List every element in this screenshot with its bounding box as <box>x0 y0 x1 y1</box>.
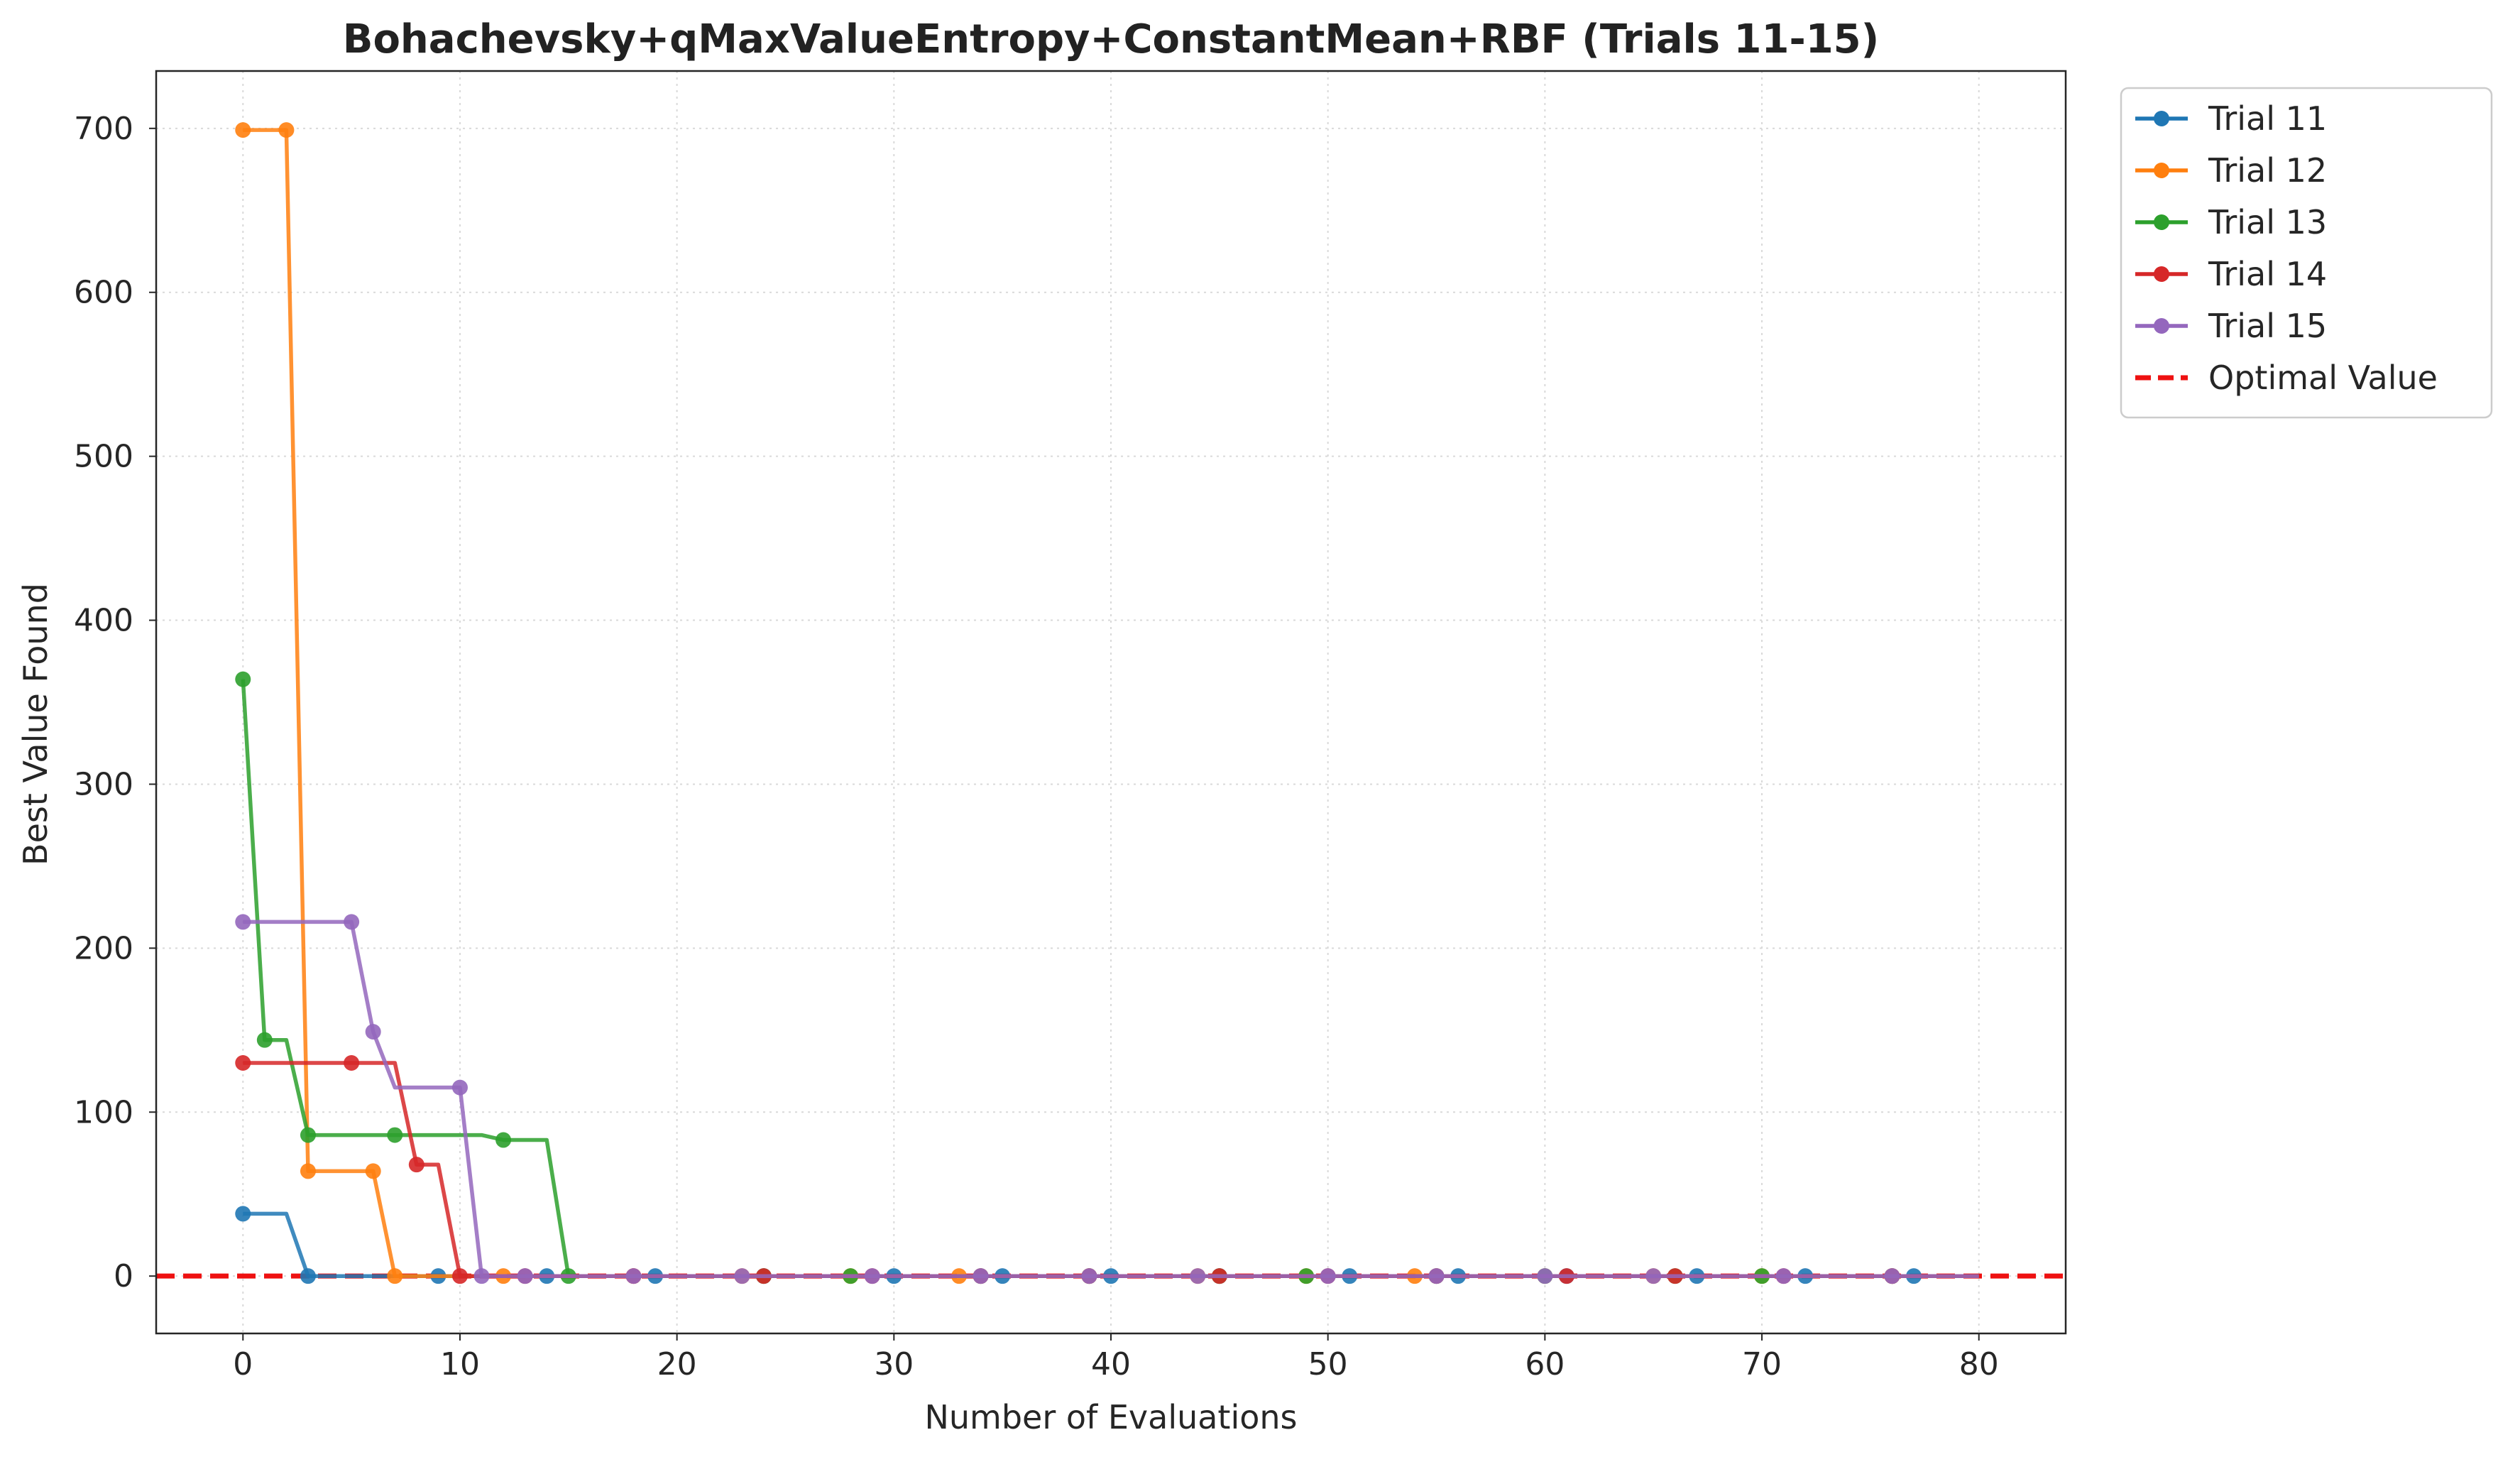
data-point <box>864 1268 880 1284</box>
x-tick-label: 40 <box>1091 1346 1131 1382</box>
y-tick-label: 700 <box>74 111 133 147</box>
series-line <box>243 128 1979 1278</box>
series-line <box>241 679 1979 1278</box>
data-point <box>451 1268 468 1284</box>
series-layer <box>235 122 1979 1284</box>
data-point <box>235 671 251 687</box>
y-tick-label: 100 <box>74 1094 133 1130</box>
data-point <box>235 914 251 930</box>
data-point <box>235 1206 251 1222</box>
data-point <box>344 914 360 930</box>
series-line <box>243 1061 1979 1278</box>
data-point <box>451 1079 468 1096</box>
legend-label: Trial 14 <box>2208 255 2327 293</box>
y-tick-label: 500 <box>74 439 133 475</box>
data-point <box>734 1268 750 1284</box>
legend-marker <box>2154 318 2169 334</box>
y-axis: 0 100 200 300 400 500 600 700 <box>74 111 156 1294</box>
legend-marker <box>2154 214 2169 230</box>
data-point <box>973 1268 989 1284</box>
data-point <box>495 1132 512 1148</box>
y-tick-label: 400 <box>74 603 133 639</box>
data-point <box>344 1055 360 1071</box>
data-point <box>517 1268 533 1284</box>
series-trial-15 <box>235 914 1979 1284</box>
legend-label: Trial 13 <box>2208 203 2327 241</box>
data-point <box>365 1163 381 1179</box>
legend-marker <box>2154 266 2169 282</box>
x-tick-label: 10 <box>440 1346 480 1382</box>
data-point <box>256 1032 273 1048</box>
x-tick-label: 20 <box>657 1346 697 1382</box>
legend-label: Optimal Value <box>2208 359 2438 397</box>
data-point <box>1645 1268 1662 1284</box>
x-tick-label: 30 <box>874 1346 914 1382</box>
data-point <box>1428 1268 1445 1284</box>
legend-marker <box>2154 111 2169 126</box>
legend-label: Trial 11 <box>2208 99 2327 138</box>
x-tick-label: 70 <box>1742 1346 1782 1382</box>
legend-marker <box>2154 163 2169 178</box>
data-point <box>235 122 251 138</box>
data-point <box>300 1163 316 1179</box>
data-point <box>1320 1268 1336 1284</box>
data-point <box>235 1055 251 1071</box>
data-point <box>1775 1268 1792 1284</box>
x-axis: 0 10 20 30 40 50 60 70 80 <box>233 1333 1999 1382</box>
data-point <box>365 1024 381 1040</box>
y-tick-label: 600 <box>74 275 133 311</box>
legend-box <box>2120 87 2493 419</box>
legend: Trial 11 Trial 12 Trial 13 Trial 14 Trial 15… <box>2120 87 2493 419</box>
x-tick-label: 0 <box>233 1346 253 1382</box>
chart-title: Bohachevsky+qMaxValueEntropy+ConstantMea… <box>343 16 1879 62</box>
x-axis-label: Number of Evaluations <box>924 1398 1297 1436</box>
data-point <box>1884 1268 1900 1284</box>
x-tick-label: 60 <box>1525 1346 1565 1382</box>
y-tick-label: 0 <box>114 1258 133 1294</box>
x-tick-label: 80 <box>1959 1346 1999 1382</box>
legend-label: Trial 15 <box>2208 307 2327 345</box>
y-tick-label: 300 <box>74 766 133 802</box>
x-tick-label: 50 <box>1308 1346 1348 1382</box>
y-axis-label: Best Value Found <box>16 583 55 866</box>
legend-label: Trial 12 <box>2208 151 2327 190</box>
data-point <box>408 1157 424 1173</box>
data-point <box>278 122 295 138</box>
data-point <box>387 1127 403 1143</box>
data-point <box>1190 1268 1206 1284</box>
data-point <box>1081 1268 1097 1284</box>
y-tick-label: 200 <box>74 930 133 966</box>
data-point <box>473 1268 490 1284</box>
data-point <box>625 1268 642 1284</box>
data-point <box>387 1268 403 1284</box>
plot-area <box>156 71 2066 1333</box>
data-point <box>300 1268 316 1284</box>
data-point <box>300 1127 316 1143</box>
data-point <box>1537 1268 1553 1284</box>
